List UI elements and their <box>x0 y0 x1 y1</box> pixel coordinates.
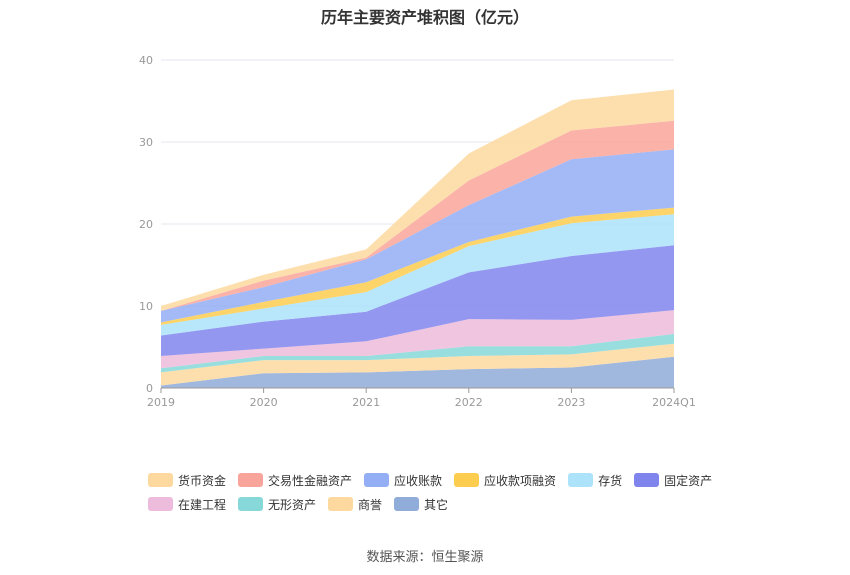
legend-item[interactable]: 货币资金 <box>148 472 226 488</box>
area-series-无形资产[interactable] <box>161 333 674 373</box>
area-series-在建工程[interactable] <box>161 310 674 369</box>
y-tick-label: 0 <box>146 382 153 395</box>
legend-item[interactable]: 固定资产 <box>634 472 712 488</box>
legend-item[interactable]: 在建工程 <box>148 496 226 512</box>
legend-swatch <box>328 497 354 511</box>
y-tick-label: 30 <box>139 136 153 149</box>
y-tick-label: 40 <box>139 54 153 67</box>
area-series-货币资金[interactable] <box>161 89 674 311</box>
legend-label: 货币资金 <box>178 473 227 488</box>
x-tick-label: 2023 <box>557 396 585 409</box>
legend-swatch <box>568 473 594 487</box>
legend-item[interactable]: 无形资产 <box>238 496 316 512</box>
legend-label: 无形资产 <box>268 497 317 512</box>
legend-item[interactable]: 应收账款 <box>364 472 442 488</box>
legend-item[interactable]: 存货 <box>568 472 622 488</box>
area-series-应收账款[interactable] <box>161 149 674 323</box>
legend-label: 商誉 <box>358 497 383 512</box>
axis-layer: 0 10 20 30 40 2019 2020 2021 2022 2023 2024Q1 <box>139 54 696 409</box>
data-source-note: 数据来源：恒生聚源 <box>366 550 484 565</box>
x-tick-label: 2021 <box>352 396 380 409</box>
x-tick-label: 2022 <box>455 396 483 409</box>
legend-item[interactable]: 应收款项融资 <box>454 472 556 488</box>
legend-swatch <box>148 497 173 511</box>
legend-label: 应收款项融资 <box>484 473 557 488</box>
legend-item[interactable]: 交易性金融资产 <box>238 472 352 488</box>
chart-title: 历年主要资产堆积图（亿元） <box>320 8 529 27</box>
legend-label: 交易性金融资产 <box>268 473 353 488</box>
x-tick-label: 2019 <box>147 396 175 409</box>
legend-swatch <box>364 473 390 487</box>
area-series-存货[interactable] <box>161 214 674 336</box>
x-tick-label: 2020 <box>250 396 278 409</box>
area-series-其它[interactable] <box>161 356 674 388</box>
legend-label: 存货 <box>598 473 623 488</box>
area-series-交易性金融资产[interactable] <box>161 120 674 311</box>
legend-item[interactable]: 其它 <box>394 496 448 512</box>
x-tick-label: 2024Q1 <box>652 396 696 409</box>
legend-swatch <box>238 473 264 487</box>
y-tick-label: 20 <box>139 218 153 231</box>
legend-swatch <box>394 497 420 511</box>
legend-label: 固定资产 <box>664 473 713 488</box>
area-layer <box>161 89 674 388</box>
legend-swatch <box>634 473 660 487</box>
area-series-固定资产[interactable] <box>161 245 674 356</box>
legend-label: 其它 <box>424 497 449 512</box>
legend-swatch <box>454 473 480 487</box>
legend: 货币资金 交易性金融资产 应收账款 应收款项融资 存货 固定资产在建工程 无形资产 商誉 其它 <box>148 472 728 512</box>
legend-item[interactable]: 商誉 <box>328 496 382 512</box>
legend-label: 在建工程 <box>178 497 227 512</box>
area-series-商誉[interactable] <box>161 343 674 386</box>
legend-label: 应收账款 <box>394 473 443 488</box>
legend-swatch <box>238 497 264 511</box>
area-series-应收款项融资[interactable] <box>161 207 674 325</box>
legend-swatch <box>148 473 173 487</box>
y-tick-label: 10 <box>139 300 153 313</box>
